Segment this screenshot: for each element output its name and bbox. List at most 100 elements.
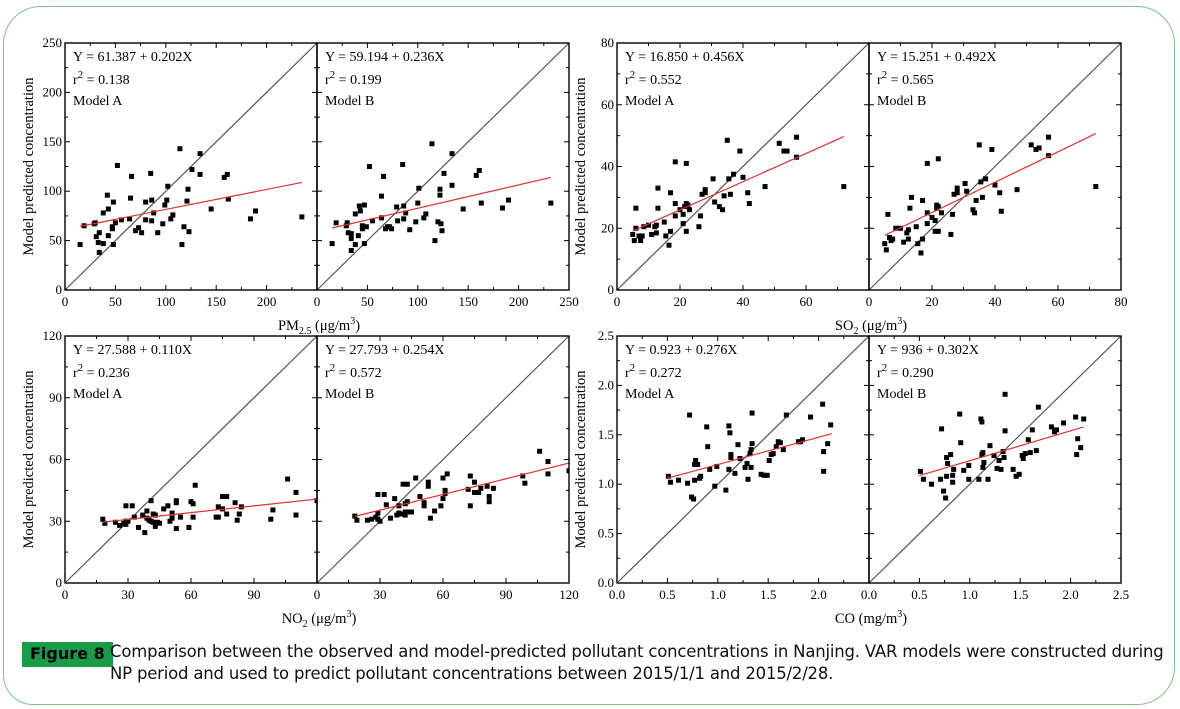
data-point [401, 216, 407, 222]
r-squared-value: = 0.272 [635, 366, 681, 381]
data-point [941, 488, 947, 494]
caption-text: Comparison between the observed and mode… [110, 642, 1164, 683]
x-tick-label: 60 [437, 587, 450, 602]
data-point [886, 235, 892, 241]
data-point [692, 477, 698, 483]
data-point [381, 491, 387, 497]
x-tick-label: 150 [458, 294, 478, 309]
data-point [980, 450, 986, 456]
data-point [435, 219, 441, 225]
data-point [348, 231, 354, 237]
data-point [686, 207, 692, 213]
data-point [720, 207, 726, 213]
r-superscript: 2 [78, 362, 84, 374]
data-point [467, 503, 473, 509]
x-axis-label-part: 3 [346, 609, 351, 620]
data-point [732, 470, 738, 476]
data-point [762, 184, 768, 190]
data-point [413, 475, 419, 481]
data-point [548, 200, 554, 206]
data-point [957, 411, 963, 417]
data-point [392, 496, 398, 502]
data-point [361, 241, 367, 247]
r-superscript: 2 [330, 69, 336, 81]
r-superscript: 2 [78, 69, 84, 81]
identity-line [868, 42, 1122, 291]
data-point [143, 199, 149, 205]
data-point [882, 241, 888, 247]
data-point [747, 451, 753, 457]
scatter-points [665, 401, 834, 502]
data-point [1000, 449, 1006, 455]
data-point [716, 204, 722, 210]
data-point [727, 430, 733, 436]
data-point [197, 171, 203, 177]
y-tick-label: 200 [43, 84, 63, 99]
data-point [400, 162, 406, 168]
data-point [449, 151, 455, 157]
data-point [712, 199, 718, 205]
data-point [828, 422, 834, 428]
figure-badge: Figure 8 [22, 642, 113, 667]
x-axis-label-part: ) [902, 318, 907, 334]
data-point [100, 516, 106, 522]
y-tick-label: 1.0 [598, 476, 614, 491]
regression-line [102, 498, 318, 523]
x-axis-label-part: ) [902, 611, 907, 627]
data-point [389, 226, 395, 232]
data-point [402, 512, 408, 518]
data-point [344, 220, 350, 226]
r-squared-value: = 0.199 [335, 73, 381, 88]
data-point [976, 142, 982, 148]
data-point [128, 195, 134, 201]
data-point [964, 188, 970, 194]
x-tick-label: 120 [559, 587, 579, 602]
data-point [983, 176, 989, 182]
regression-equation: Y = 27.793 + 0.254X [325, 343, 445, 358]
r-squared: r2 = 0.552 [625, 69, 682, 88]
x-axis-label-part: 2 [853, 326, 858, 337]
data-point [96, 230, 102, 236]
x-tick-label: 1.5 [1012, 587, 1028, 602]
data-point [417, 494, 423, 500]
data-point [388, 515, 393, 521]
data-point [646, 222, 651, 228]
x-axis-label: SO2 (μg/m3) [835, 316, 907, 337]
data-point [472, 489, 477, 495]
data-point [127, 216, 133, 222]
data-point [825, 441, 831, 447]
y-axis-label: Model predicted concentration [573, 77, 589, 256]
data-point [973, 197, 979, 203]
x-axis-label-part: ) [351, 611, 356, 627]
x-tick-label: 90 [500, 587, 513, 602]
data-point [100, 241, 106, 247]
data-point [520, 473, 526, 479]
data-point [421, 500, 427, 506]
x-tick-label: 0 [314, 587, 321, 602]
data-point [427, 515, 433, 521]
data-point [129, 503, 135, 509]
data-point [173, 525, 179, 531]
y-tick-label: 50 [49, 233, 62, 248]
data-point [944, 473, 950, 479]
data-point [438, 221, 444, 227]
data-point [978, 179, 984, 185]
r-symbol: r [625, 73, 630, 88]
data-point [293, 489, 299, 495]
data-point [998, 208, 1004, 214]
x-axis-label-part: (μg/m [858, 318, 898, 334]
data-point [401, 203, 407, 209]
data-point [972, 210, 978, 216]
data-point [178, 514, 183, 520]
identity-line [616, 42, 870, 291]
y-tick-label: 1.5 [598, 427, 614, 442]
data-point [348, 247, 354, 253]
data-point [961, 467, 967, 473]
data-point [639, 233, 645, 239]
data-point [726, 423, 732, 429]
identity-line [616, 335, 870, 584]
data-point [1019, 453, 1025, 459]
data-point [932, 228, 938, 234]
data-point [173, 498, 179, 504]
regression-equation: Y = 61.387 + 0.202X [73, 50, 193, 65]
